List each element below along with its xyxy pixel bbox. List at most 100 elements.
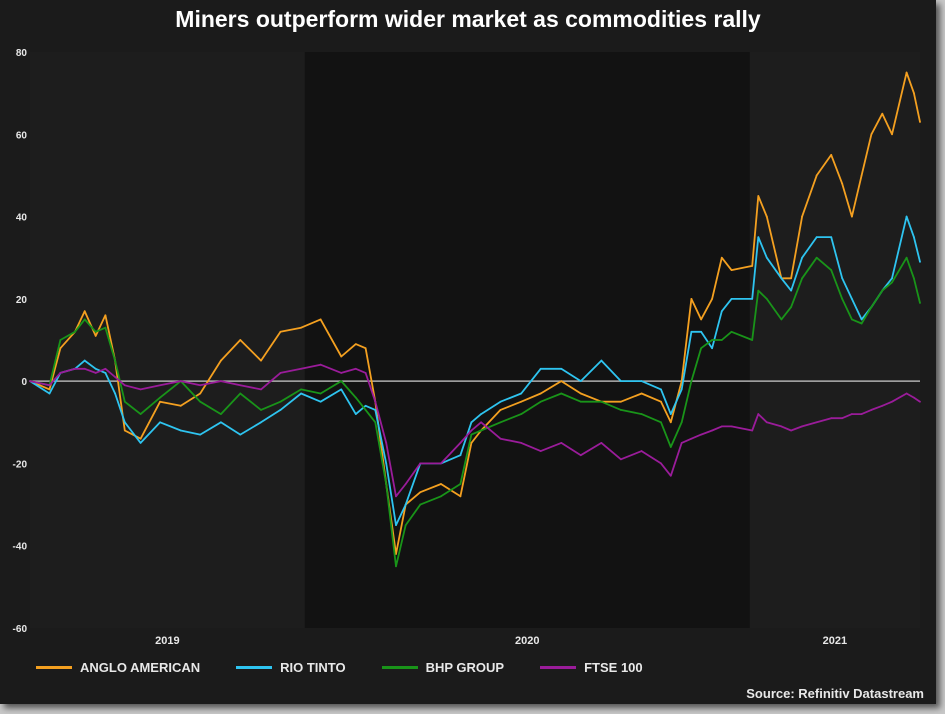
y-tick-label: 60 bbox=[16, 130, 28, 141]
data-point bbox=[757, 195, 760, 197]
data-point bbox=[239, 392, 242, 395]
data-point bbox=[815, 236, 818, 239]
data-point bbox=[711, 429, 713, 432]
data-point bbox=[340, 388, 343, 391]
y-tick-label: 0 bbox=[21, 377, 27, 388]
data-point bbox=[104, 367, 107, 370]
data-point bbox=[669, 413, 672, 415]
data-point bbox=[74, 330, 76, 333]
y-tick-label: -20 bbox=[13, 459, 28, 470]
data-point bbox=[711, 339, 713, 341]
data-point bbox=[395, 553, 397, 555]
data-point bbox=[905, 215, 908, 218]
data-point bbox=[279, 400, 282, 403]
data-point bbox=[480, 413, 482, 415]
data-point bbox=[891, 277, 893, 280]
data-point bbox=[219, 359, 222, 362]
data-point bbox=[354, 413, 357, 415]
data-point bbox=[640, 380, 643, 383]
data-point bbox=[720, 339, 723, 341]
data-point bbox=[830, 417, 833, 420]
data-point bbox=[279, 330, 282, 333]
legend-swatch bbox=[36, 666, 72, 669]
data-point bbox=[440, 495, 442, 498]
data-point bbox=[913, 277, 915, 280]
data-point bbox=[640, 450, 643, 452]
data-point bbox=[801, 277, 803, 280]
data-point bbox=[520, 392, 523, 395]
data-point bbox=[841, 277, 844, 280]
data-point bbox=[905, 392, 908, 395]
data-point bbox=[139, 413, 142, 415]
data-point bbox=[520, 413, 523, 415]
data-point bbox=[730, 425, 733, 428]
data-point bbox=[239, 433, 242, 436]
data-point bbox=[319, 392, 322, 395]
legend-item-bhp-group: BHP GROUP bbox=[381, 660, 505, 675]
data-point bbox=[780, 318, 783, 321]
data-point bbox=[751, 265, 754, 267]
data-point bbox=[499, 400, 502, 403]
data-point bbox=[83, 359, 86, 362]
data-point bbox=[104, 326, 107, 329]
data-point bbox=[913, 396, 915, 399]
data-point bbox=[123, 429, 126, 432]
data-point bbox=[620, 458, 622, 461]
data-point bbox=[279, 409, 282, 411]
data-point bbox=[919, 400, 921, 403]
data-point bbox=[680, 441, 683, 444]
legend-label: BHP GROUP bbox=[425, 660, 505, 675]
data-point bbox=[364, 404, 367, 407]
data-point bbox=[340, 355, 343, 358]
data-point bbox=[660, 400, 662, 403]
data-point bbox=[319, 363, 322, 366]
data-point bbox=[560, 367, 563, 370]
data-point bbox=[860, 174, 863, 177]
data-point bbox=[374, 409, 377, 411]
chart-panel: Miners outperform wider market as commod… bbox=[0, 0, 936, 704]
data-point bbox=[640, 392, 643, 395]
data-point bbox=[48, 388, 51, 391]
data-point bbox=[364, 409, 367, 411]
data-point bbox=[620, 409, 622, 411]
data-point bbox=[815, 174, 818, 177]
data-point bbox=[790, 277, 793, 280]
data-point bbox=[620, 380, 622, 383]
legend-item-rio-tinto: RIO TINTO bbox=[236, 660, 346, 675]
data-point bbox=[260, 359, 262, 362]
data-point bbox=[881, 289, 884, 292]
data-point bbox=[59, 372, 62, 374]
data-point bbox=[815, 256, 818, 259]
data-point bbox=[404, 524, 407, 527]
data-point bbox=[260, 388, 262, 391]
data-point bbox=[520, 441, 523, 444]
data-point bbox=[669, 446, 672, 448]
data-point bbox=[385, 483, 388, 485]
data-point bbox=[757, 289, 760, 292]
data-point bbox=[279, 372, 282, 374]
data-point bbox=[860, 322, 863, 325]
data-point bbox=[841, 417, 844, 420]
data-point bbox=[870, 306, 873, 308]
series-line-ftse-100 bbox=[29, 363, 921, 498]
data-point bbox=[300, 392, 303, 395]
y-tick-label: 20 bbox=[16, 295, 28, 306]
data-point bbox=[780, 425, 783, 428]
data-point bbox=[751, 339, 754, 341]
source-note: Source: Refinitiv Datastream bbox=[746, 686, 924, 701]
data-point bbox=[319, 318, 322, 321]
legend-swatch bbox=[236, 666, 273, 669]
data-point bbox=[94, 334, 97, 337]
data-point bbox=[139, 441, 142, 444]
data-point bbox=[374, 400, 377, 403]
data-point bbox=[300, 326, 303, 329]
data-point bbox=[199, 392, 202, 395]
data-point bbox=[499, 437, 502, 440]
data-point bbox=[179, 404, 182, 407]
data-point bbox=[340, 380, 343, 383]
data-point bbox=[690, 380, 693, 383]
data-point bbox=[123, 400, 126, 403]
data-point bbox=[680, 388, 683, 391]
series-line-rio-tinto bbox=[29, 215, 921, 526]
data-point bbox=[440, 462, 442, 465]
